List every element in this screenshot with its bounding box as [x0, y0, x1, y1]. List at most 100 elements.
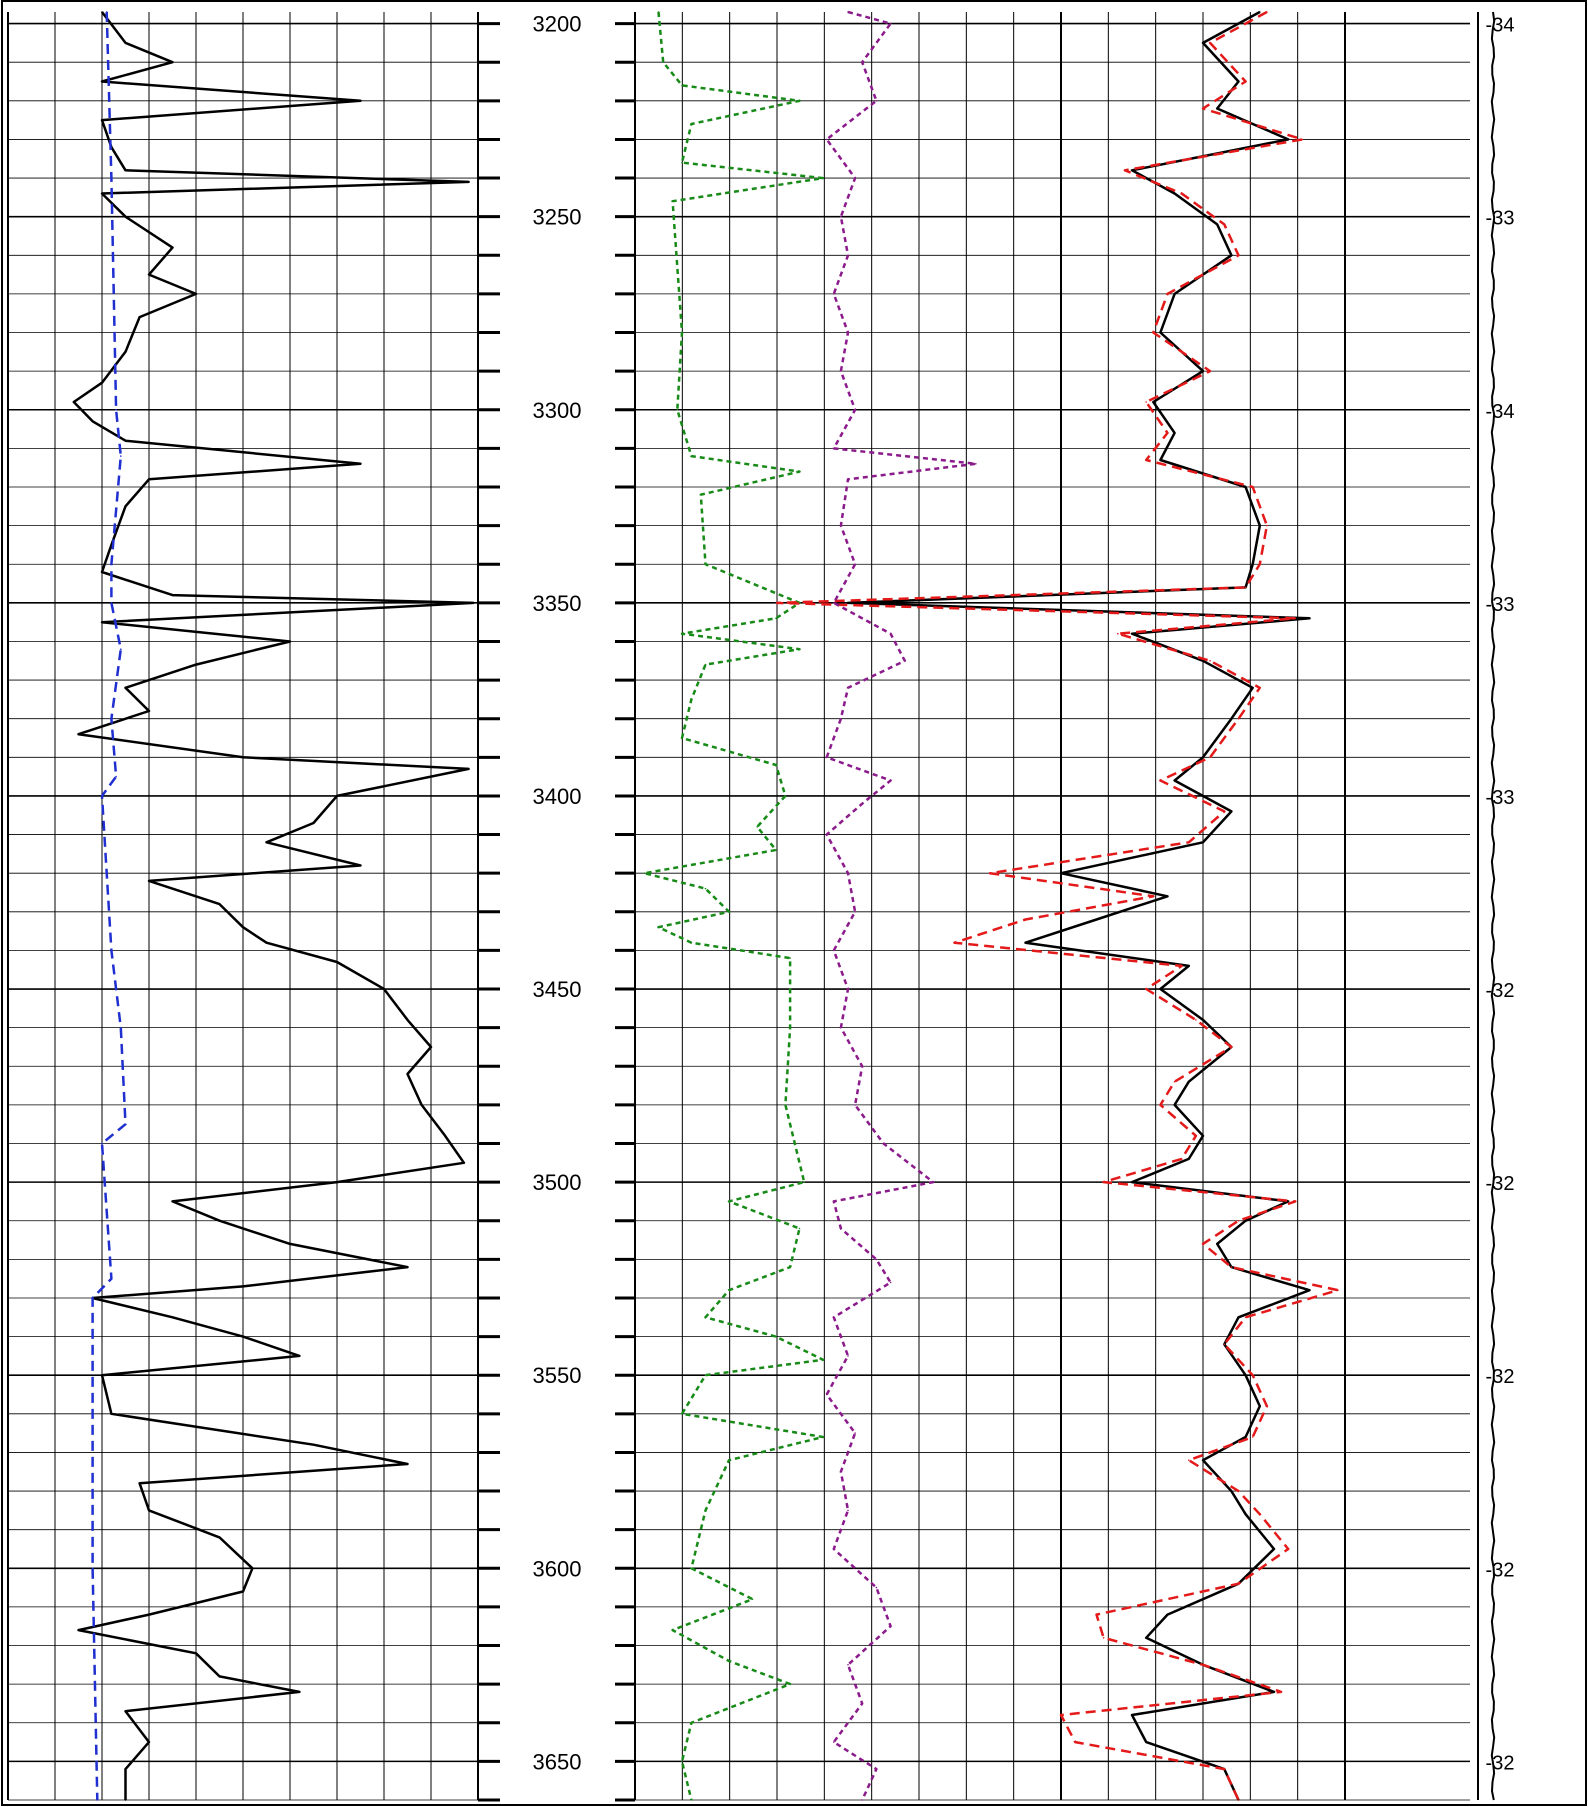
- track3-series-2-point: [840, 524, 842, 527]
- track3-series-1-point: [1223, 1768, 1226, 1770]
- track1-series-0-point: [312, 822, 315, 824]
- track1-series-0-point: [444, 1135, 446, 1137]
- track3-series-2-point: [840, 370, 842, 372]
- track3-series-1-point: [1209, 42, 1211, 44]
- track3-series-0-point: [1145, 1637, 1147, 1639]
- track3-series-0-point: [1230, 717, 1233, 720]
- track3-series-1-point: [1259, 687, 1261, 689]
- track3-series-1-point: [1294, 1200, 1297, 1203]
- track3-series-2-point: [847, 872, 849, 874]
- track1-series-0-point: [77, 733, 80, 735]
- track1-series-0-point: [124, 687, 127, 689]
- track3-series-0-point: [1166, 1613, 1169, 1616]
- track2-series-0-point: [690, 698, 693, 701]
- track2-series-0-point: [822, 1436, 824, 1438]
- track3-series-1-point: [1266, 1405, 1268, 1407]
- right-track-label: -33: [1486, 787, 1515, 809]
- track3-series-1-point: [1095, 1613, 1098, 1616]
- track2-series-0-point: [822, 1359, 824, 1361]
- track2-series-0-point: [704, 887, 707, 890]
- track2-series-0-point: [657, 926, 660, 928]
- track1-series-0-point: [148, 710, 150, 712]
- track2-series-0-point: [756, 826, 758, 828]
- track3-series-2-point: [847, 1509, 849, 1512]
- track1-series-0-point: [467, 181, 470, 183]
- depth-label: 3500: [533, 1170, 582, 1195]
- right-track-label: -33: [1486, 208, 1515, 230]
- track3-series-1-point: [1195, 1019, 1197, 1021]
- depth-label: 3450: [533, 977, 582, 1002]
- track3-series-0-point: [1188, 1080, 1190, 1083]
- track2-series-0-point: [681, 1413, 683, 1415]
- track3-series-2-point: [833, 1316, 835, 1319]
- track1-series-0-point: [101, 80, 103, 83]
- track2-series-0-point: [784, 795, 787, 797]
- track3-series-1-point: [1237, 717, 1240, 720]
- track2-series-0-point: [704, 663, 707, 666]
- track3-series-0-point: [1202, 841, 1204, 844]
- track3-series-2-point: [840, 1026, 842, 1029]
- track1-series-0-point: [265, 841, 268, 844]
- track3-series-1: [775, 10, 1340, 1801]
- track3-series-0-point: [1131, 632, 1133, 635]
- track1-series-0-point: [336, 961, 338, 963]
- track1-series-1-point: [115, 775, 117, 778]
- track1-series-0-point: [406, 1019, 409, 1021]
- track2-series-0-point: [728, 1459, 730, 1461]
- depth-track: 3200 3250 3300 3350 3400 3450 3500 3550 3600 3650: [477, 12, 635, 1802]
- track3-series-0-point: [1173, 1104, 1176, 1106]
- track3-series-1-point: [1209, 660, 1211, 662]
- track3-series-2-point: [932, 1181, 934, 1183]
- track1-grid: [7, 12, 479, 1801]
- track3-series-2-point: [840, 1227, 842, 1230]
- track2-series-0-point: [690, 941, 693, 944]
- track1-series-0-point: [148, 1741, 150, 1743]
- track3-series-1-point: [1301, 138, 1304, 141]
- track3-series-1-point: [1117, 632, 1119, 635]
- track3-series-2-point: [875, 1586, 878, 1589]
- track1-series-0-point: [430, 1046, 432, 1048]
- track3-series-1-point: [1145, 401, 1147, 403]
- track3-series-0-point: [1287, 1200, 1289, 1203]
- track1-series-0-point: [406, 1463, 409, 1465]
- track3-series-0-point: [1216, 1243, 1218, 1245]
- track1-series-0-point: [101, 571, 103, 573]
- track3-series-2-point: [854, 177, 856, 179]
- track1-series-0-point: [265, 941, 268, 944]
- track3-series-1-point: [776, 602, 778, 604]
- track2-series-0-point: [798, 470, 801, 473]
- track3-series-0-point: [1159, 331, 1162, 334]
- track3-series-1-point: [1152, 331, 1155, 334]
- track3-series-0-point: [1173, 293, 1176, 295]
- right-track-label: -32: [1486, 1559, 1515, 1581]
- track3-series-0-point: [1131, 169, 1133, 172]
- track1-series-0-point: [359, 864, 362, 867]
- track2-series-0-point: [657, 11, 660, 13]
- track1-series-0-point: [101, 192, 103, 195]
- track2-series-0-point: [700, 493, 702, 496]
- track3-series-2-point: [847, 331, 849, 334]
- track1-series-0-point: [73, 401, 75, 403]
- track1-series-0-point: [218, 1219, 221, 1222]
- track1-series-0-point: [124, 215, 127, 218]
- track3-series-2-point: [854, 563, 856, 565]
- track3-series-1-point: [1202, 1664, 1204, 1666]
- track3-series-1-point: [1251, 1436, 1254, 1438]
- track1-series-0-point: [242, 1335, 244, 1338]
- track3-series-1-point: [1180, 192, 1183, 195]
- track1-series-0-point: [467, 768, 470, 770]
- track3-series-2-point: [889, 22, 892, 25]
- track3-series-0-point: [1244, 1513, 1247, 1515]
- track1-series-0-point: [124, 1768, 127, 1770]
- track3-series-2-point: [854, 1104, 856, 1106]
- track3-series-0-point: [1188, 965, 1190, 967]
- track1-series-1-point: [110, 563, 113, 565]
- track3-series-0-point: [1202, 660, 1204, 662]
- track2-series-0-point: [676, 409, 679, 411]
- track1-series-0-point: [148, 1613, 150, 1616]
- track3-series-2-point: [847, 687, 849, 689]
- track3-series-1-point: [1237, 1490, 1240, 1492]
- track3-series-0-point: [1216, 223, 1218, 226]
- track3-series-1-point: [1180, 965, 1183, 967]
- track3-series-1-point: [1287, 1548, 1289, 1550]
